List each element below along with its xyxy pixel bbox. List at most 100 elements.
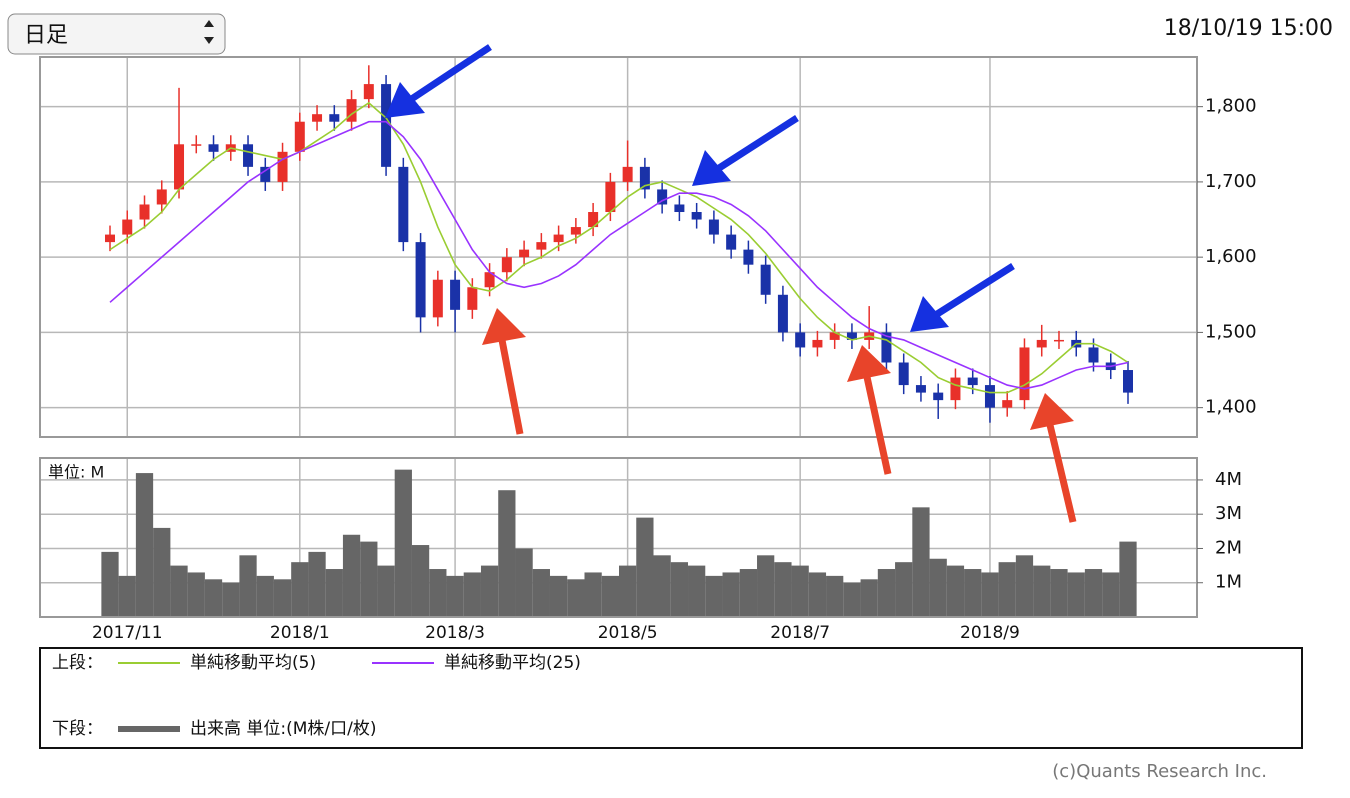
- candle-body: [691, 212, 702, 220]
- period-select[interactable]: [7, 13, 226, 55]
- candle-body: [743, 249, 754, 265]
- volume-bar: [498, 490, 516, 616]
- x-tick-label: 2018/5: [598, 623, 658, 643]
- volume-bar: [1033, 565, 1051, 616]
- candle-body: [277, 151, 288, 182]
- candle-body: [657, 189, 668, 205]
- volume-bar: [273, 579, 292, 616]
- copyright: (c)Quants Research Inc.: [1052, 761, 1267, 782]
- candle-body: [708, 219, 719, 235]
- moving-average-line: [109, 101, 1129, 394]
- legend-volume: 出来高 単位:(M株/口/枚): [190, 719, 377, 739]
- volume-bar: [1119, 541, 1137, 616]
- y-tick-label: 4M: [1215, 469, 1242, 490]
- plots: 2017/11 2018/1 2018/3 2018/5 2018/7 2018/9 1,4…: [41, 58, 1257, 732]
- volume-bar: [1015, 555, 1034, 616]
- candle-body: [260, 166, 271, 182]
- select-arrows[interactable]: [204, 20, 214, 44]
- candle-body: [139, 204, 150, 220]
- moving-average-line: [109, 120, 1129, 390]
- volume-bar: [601, 575, 619, 616]
- x-tick-label: 2017/11: [92, 623, 163, 643]
- candle-body: [432, 279, 443, 318]
- volume-bar: [774, 562, 792, 616]
- volume-bar: [843, 582, 861, 616]
- legend-ma5: 単純移動平均(5): [190, 653, 316, 673]
- volume-bar: [308, 551, 326, 616]
- volume-bar: [204, 579, 223, 616]
- candle-body: [1123, 370, 1133, 393]
- candle-body: [501, 257, 512, 273]
- volume-bar: [791, 565, 809, 616]
- x-tick-label: 2018/9: [960, 623, 1020, 643]
- volume-bar: [670, 562, 689, 616]
- blue-arrows: [385, 44, 1015, 332]
- candle-body: [950, 377, 961, 401]
- candle-body: [846, 332, 857, 340]
- candle-body: [174, 144, 185, 190]
- volume-bar: [118, 575, 136, 616]
- candle-body: [605, 181, 616, 213]
- candle-body: [243, 144, 254, 167]
- volume-bar: [325, 569, 343, 616]
- volume-bar: [912, 507, 930, 616]
- volume-unit: 単位: M: [48, 463, 104, 482]
- x-tick-label: 2018/7: [770, 623, 830, 643]
- period-select-label[interactable]: 日足: [24, 23, 68, 48]
- candle-body: [294, 121, 305, 152]
- volume-bar: [394, 469, 412, 616]
- volume-bar: [584, 572, 602, 616]
- candle-body: [570, 227, 581, 235]
- volume-bar: [808, 572, 827, 616]
- candle-body: [881, 332, 892, 363]
- candle-body: [467, 287, 478, 310]
- volume-bar: [895, 562, 913, 616]
- candle-body: [1053, 339, 1064, 342]
- candle-body: [398, 166, 409, 243]
- volume-bar: [619, 565, 637, 616]
- volume-bar: [636, 517, 654, 616]
- y-tick-label: 1,700: [1205, 171, 1257, 192]
- candle-body: [346, 99, 357, 122]
- volume-bar: [688, 565, 706, 616]
- volume-bar: [187, 572, 205, 616]
- candle-body: [191, 144, 202, 146]
- volume-bar: [153, 527, 171, 616]
- candle-body: [312, 114, 323, 122]
- candle-body: [639, 166, 650, 190]
- volume-bar: [256, 575, 274, 616]
- x-tick-label: 2018/3: [425, 623, 485, 643]
- volume-bar: [1050, 569, 1068, 616]
- candle-body: [1088, 347, 1099, 363]
- volume-bar: [135, 473, 154, 616]
- candle-body: [363, 84, 374, 100]
- volume-bar: [946, 565, 965, 616]
- volume-bar: [480, 565, 499, 616]
- volume-bar: [998, 562, 1016, 616]
- candle-body: [898, 362, 909, 386]
- y-tick-label: 1,600: [1205, 246, 1257, 267]
- candle-body: [915, 385, 926, 393]
- volume-bar: [877, 569, 896, 616]
- volume-bar: [1067, 572, 1085, 616]
- legend-lower-label: 下段：: [52, 719, 103, 739]
- volume-bar: [446, 575, 464, 616]
- legend-ma25: 単純移動平均(25): [444, 653, 581, 673]
- legend-upper-label: 上段：: [52, 653, 103, 673]
- y-tick-label: 2M: [1215, 537, 1242, 558]
- volume-bar: [722, 572, 740, 616]
- candle-body: [208, 144, 219, 152]
- volume-bar: [222, 582, 240, 616]
- candle-body: [536, 242, 547, 250]
- candle-body: [933, 392, 944, 401]
- volume-bar: [1102, 572, 1120, 616]
- candle-body: [726, 234, 737, 250]
- candle-body: [329, 114, 340, 122]
- candle-body: [553, 234, 564, 243]
- volume-bar: [342, 534, 361, 616]
- candle-body: [829, 332, 840, 340]
- volume-bar: [532, 569, 550, 616]
- volume-plot-frame: [39, 457, 1198, 618]
- candle-body: [812, 339, 823, 348]
